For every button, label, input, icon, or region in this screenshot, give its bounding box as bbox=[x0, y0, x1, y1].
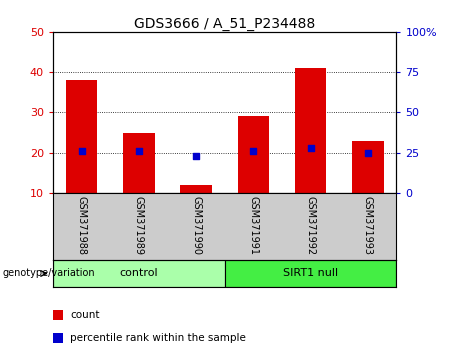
Bar bbox=[66, 80, 97, 193]
Title: GDS3666 / A_51_P234488: GDS3666 / A_51_P234488 bbox=[134, 17, 315, 31]
Point bbox=[307, 145, 314, 151]
Text: SIRT1 null: SIRT1 null bbox=[283, 268, 338, 279]
Text: percentile rank within the sample: percentile rank within the sample bbox=[70, 333, 246, 343]
Bar bbox=[53, 260, 225, 287]
Bar bbox=[180, 185, 212, 193]
Text: GSM371990: GSM371990 bbox=[191, 196, 201, 255]
Bar bbox=[295, 68, 326, 193]
Point bbox=[135, 148, 142, 154]
Point bbox=[78, 148, 85, 154]
Bar bbox=[225, 260, 396, 287]
Text: GSM371988: GSM371988 bbox=[77, 196, 87, 255]
Bar bbox=[53, 333, 63, 343]
Text: control: control bbox=[119, 268, 158, 279]
Text: GSM371992: GSM371992 bbox=[306, 196, 316, 256]
Point bbox=[250, 148, 257, 154]
Bar bbox=[237, 116, 269, 193]
Bar bbox=[123, 132, 154, 193]
Text: GSM371989: GSM371989 bbox=[134, 196, 144, 255]
Bar bbox=[53, 310, 63, 320]
Text: count: count bbox=[70, 310, 100, 320]
Text: GSM371993: GSM371993 bbox=[363, 196, 373, 255]
Bar bbox=[352, 141, 384, 193]
Point bbox=[364, 150, 372, 155]
Text: genotype/variation: genotype/variation bbox=[2, 268, 95, 279]
Text: GSM371991: GSM371991 bbox=[248, 196, 258, 255]
Point bbox=[192, 153, 200, 159]
